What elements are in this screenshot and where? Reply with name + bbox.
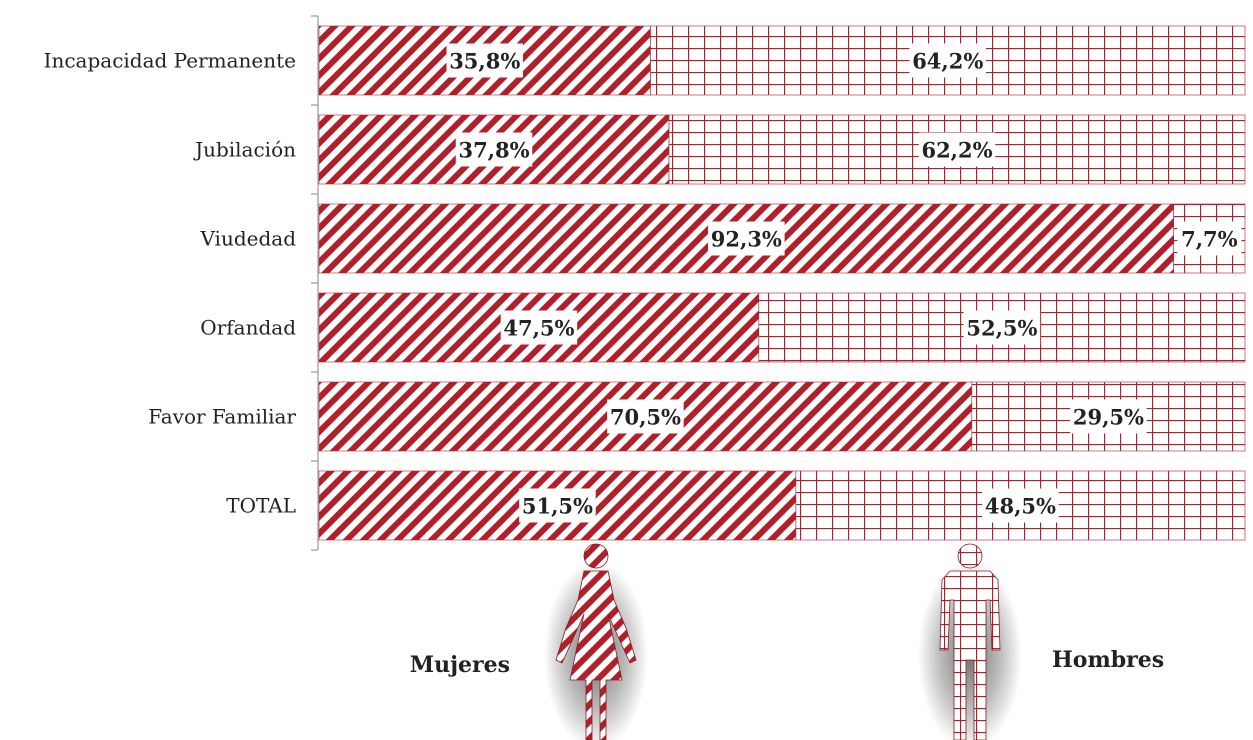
category-labels: Incapacidad Permanente Jubilación Viudedad…: [44, 49, 297, 518]
bars-group: [318, 25, 1246, 541]
legend: Mujeres Hombres: [410, 543, 1164, 740]
value-label-box: [519, 488, 596, 523]
value-label-box: [446, 43, 524, 78]
value-label-mujeres: 47,5%: [503, 316, 574, 341]
value-labels: 35,8% 64,2% 37,8% 62,2% 92,3% 7,7% 47,5% 52,5% 7…: [446, 43, 1242, 523]
value-label-box: [708, 221, 785, 256]
category-label: TOTAL: [226, 494, 296, 518]
category-label: Favor Familiar: [148, 405, 296, 429]
legend-label-hombres: Hombres: [1052, 647, 1164, 673]
value-label-mujeres: 70,5%: [610, 405, 681, 430]
value-label-mujeres: 51,5%: [522, 494, 593, 519]
category-label: Orfandad: [200, 316, 296, 340]
value-label-box: [455, 132, 533, 167]
legend-item-hombres: Hombres: [918, 543, 1164, 740]
bar-mujeres: [318, 381, 973, 452]
value-label-hombres: 29,5%: [1073, 405, 1144, 430]
value-label-box: [918, 132, 996, 167]
value-label-box: [607, 399, 684, 434]
value-label-hombres: 62,2%: [921, 138, 992, 163]
value-label-box: [1177, 221, 1242, 256]
category-label: Jubilación: [193, 138, 296, 162]
value-label-box: [963, 310, 1041, 345]
category-label: Incapacidad Permanente: [44, 49, 296, 73]
legend-label-mujeres: Mujeres: [410, 652, 510, 678]
value-label-mujeres: 92,3%: [711, 227, 782, 252]
value-label-box: [982, 488, 1059, 523]
value-label-box: [1070, 399, 1147, 434]
value-label-hombres: 64,2%: [912, 49, 983, 74]
woman-figure-icon: [555, 543, 637, 740]
category-axis: [311, 15, 319, 551]
value-label-mujeres: 37,8%: [458, 138, 529, 163]
category-label: Viudedad: [199, 227, 296, 251]
value-label-box: [500, 310, 578, 345]
legend-item-mujeres: Mujeres: [410, 543, 648, 740]
value-label-hombres: 48,5%: [985, 494, 1056, 519]
value-label-mujeres: 35,8%: [449, 49, 520, 74]
man-figure-icon: [939, 543, 1001, 740]
value-label-hombres: 7,7%: [1181, 227, 1238, 252]
value-label-hombres: 52,5%: [966, 316, 1037, 341]
value-label-box: [909, 43, 987, 78]
